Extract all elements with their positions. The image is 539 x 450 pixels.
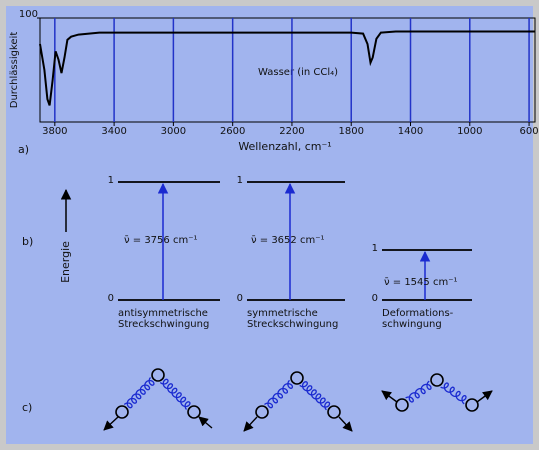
mode-name: Streckschwingung — [247, 319, 338, 330]
x-axis-label: Wellenzahl, cm⁻¹ — [238, 140, 331, 153]
mode-name: Deformations- — [382, 308, 454, 319]
x-tick-label: 2200 — [279, 126, 304, 137]
figure: Wasser (in CCl₄) Wellenzahl, cm⁻¹ Durchl… — [0, 0, 539, 450]
x-tick-label: 1400 — [398, 126, 423, 137]
mode-name: Streckschwingung — [118, 319, 209, 330]
frequency-label: ν̄ = 3756 cm⁻¹ — [124, 235, 197, 246]
x-tick-label: 1000 — [457, 126, 482, 137]
x-tick-label: 1800 — [339, 126, 364, 137]
level-label: 0 — [108, 293, 114, 304]
y-axis-label: Durchlässigkeit — [9, 32, 20, 109]
level-label: 1 — [372, 243, 378, 254]
x-tick-label: 3400 — [101, 126, 126, 137]
level-label: 1 — [108, 175, 114, 186]
panel-label: b) — [22, 235, 33, 248]
annotation: Wasser (in CCl₄) — [258, 67, 338, 78]
x-tick-label: 2600 — [220, 126, 245, 137]
panel-label: a) — [18, 143, 29, 156]
energy-axis-label: Energie — [59, 241, 72, 283]
x-tick-label: 3800 — [42, 126, 67, 137]
mode-name: antisymmetrische — [118, 308, 208, 319]
x-tick-label: 600 — [520, 126, 539, 137]
level-label: 0 — [237, 293, 243, 304]
level-label: 0 — [372, 293, 378, 304]
mode-name: schwingung — [382, 319, 442, 330]
x-tick-label: 3000 — [161, 126, 186, 137]
frequency-label: ν̄ = 3652 cm⁻¹ — [251, 235, 324, 246]
panel-label: c) — [22, 401, 32, 414]
frequency-label: ν̄ = 1545 cm⁻¹ — [384, 277, 457, 288]
y-tick-label: 100 — [19, 9, 38, 20]
level-label: 1 — [237, 175, 243, 186]
mode-name: symmetrische — [247, 308, 318, 319]
